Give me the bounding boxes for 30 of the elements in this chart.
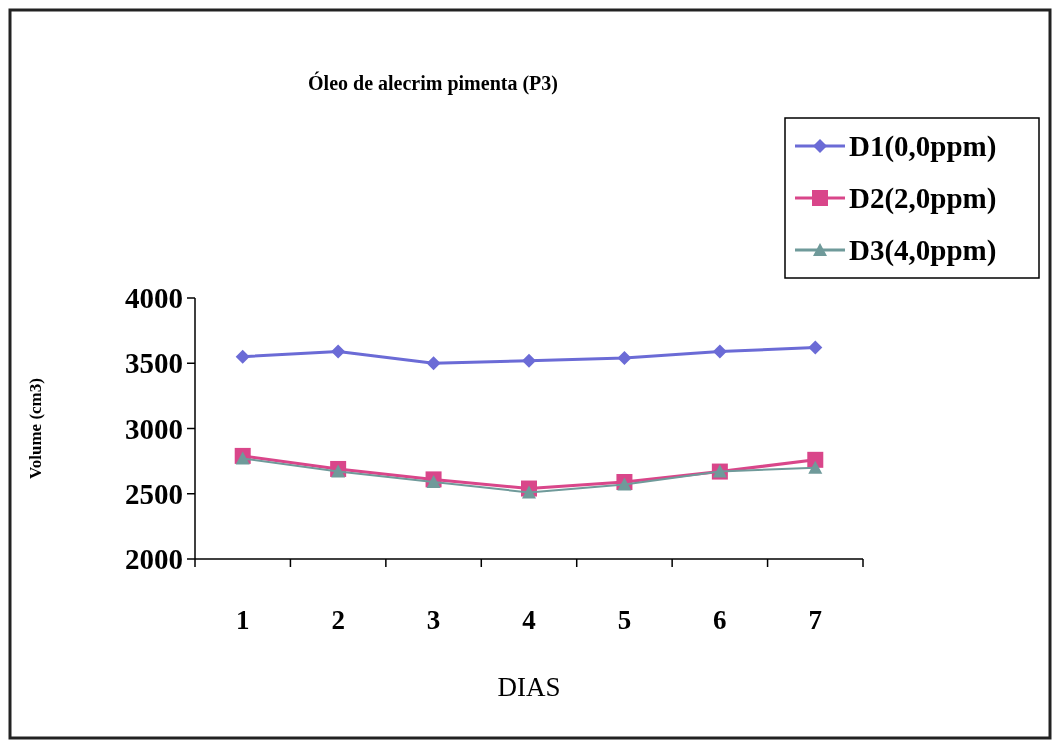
point xyxy=(522,485,536,499)
x-tick-label: 1 xyxy=(235,605,250,635)
y-tick-label: 3500 xyxy=(125,347,183,380)
x-tick-label: 6 xyxy=(713,605,727,635)
point xyxy=(712,344,727,359)
x-tick-label: 4 xyxy=(522,605,536,635)
point xyxy=(331,464,346,478)
x-tick-label: 5 xyxy=(617,605,632,635)
y-tick-label: 4000 xyxy=(125,282,183,315)
legend-label: D3(4,0ppm) xyxy=(849,234,997,268)
point xyxy=(808,460,823,474)
chart-title: Óleo de alecrim pimenta (P3) xyxy=(308,71,558,95)
point xyxy=(426,475,441,489)
point xyxy=(426,356,441,371)
y-tick-label: 3000 xyxy=(125,412,183,445)
x-tick-label: 3 xyxy=(426,605,441,635)
y-tick-label: 2000 xyxy=(125,543,183,576)
point xyxy=(235,349,250,364)
y-axis-title: Volume (cm3) xyxy=(26,378,45,479)
point xyxy=(617,351,632,366)
y-tick-label: 2500 xyxy=(125,477,183,510)
legend-label: D1(0,0ppm) xyxy=(849,130,997,164)
x-tick-label: 2 xyxy=(331,605,345,635)
point xyxy=(522,353,536,368)
x-tick-label: 7 xyxy=(808,605,823,635)
x-axis-title: DIAS xyxy=(497,672,561,702)
point xyxy=(331,344,346,359)
point xyxy=(808,340,823,355)
legend-label: D2(2,0ppm) xyxy=(849,182,997,216)
point xyxy=(235,451,250,465)
